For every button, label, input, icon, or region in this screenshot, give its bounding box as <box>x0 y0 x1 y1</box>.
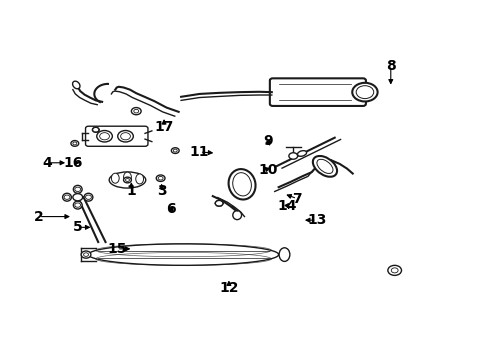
Ellipse shape <box>73 185 82 193</box>
Ellipse shape <box>279 248 289 261</box>
Circle shape <box>288 153 297 159</box>
Circle shape <box>131 108 141 115</box>
Ellipse shape <box>312 156 336 177</box>
Text: 4: 4 <box>42 156 52 170</box>
Circle shape <box>387 265 401 275</box>
Ellipse shape <box>73 201 82 209</box>
Circle shape <box>215 201 223 206</box>
Circle shape <box>73 194 82 201</box>
Text: 2: 2 <box>34 210 43 224</box>
Ellipse shape <box>232 211 241 220</box>
Circle shape <box>351 83 377 102</box>
Text: 3: 3 <box>157 184 166 198</box>
Text: 13: 13 <box>306 213 325 227</box>
Circle shape <box>171 148 179 153</box>
Ellipse shape <box>111 173 119 183</box>
FancyBboxPatch shape <box>269 78 365 106</box>
Text: 7: 7 <box>292 192 302 206</box>
Circle shape <box>123 177 131 183</box>
Ellipse shape <box>136 174 143 184</box>
Text: 15: 15 <box>107 242 126 256</box>
Text: 9: 9 <box>263 134 272 148</box>
Text: 16: 16 <box>63 156 82 170</box>
Polygon shape <box>88 244 278 265</box>
Text: 5: 5 <box>73 220 82 234</box>
Circle shape <box>92 127 99 132</box>
Circle shape <box>118 131 133 142</box>
Text: 17: 17 <box>154 120 173 134</box>
Text: 11: 11 <box>189 145 209 159</box>
Circle shape <box>97 131 112 142</box>
Text: 14: 14 <box>277 199 297 213</box>
Ellipse shape <box>62 193 71 201</box>
Text: 8: 8 <box>385 59 395 73</box>
Ellipse shape <box>72 81 80 89</box>
Ellipse shape <box>297 150 306 156</box>
Circle shape <box>156 175 164 181</box>
Circle shape <box>71 140 79 146</box>
Ellipse shape <box>228 169 255 199</box>
Text: 12: 12 <box>219 281 238 295</box>
Text: 1: 1 <box>126 184 136 198</box>
Text: 6: 6 <box>166 202 176 216</box>
Circle shape <box>81 251 91 258</box>
Ellipse shape <box>84 193 93 201</box>
FancyBboxPatch shape <box>85 126 148 146</box>
Ellipse shape <box>123 172 131 182</box>
Text: 10: 10 <box>258 163 277 177</box>
Ellipse shape <box>109 172 145 188</box>
